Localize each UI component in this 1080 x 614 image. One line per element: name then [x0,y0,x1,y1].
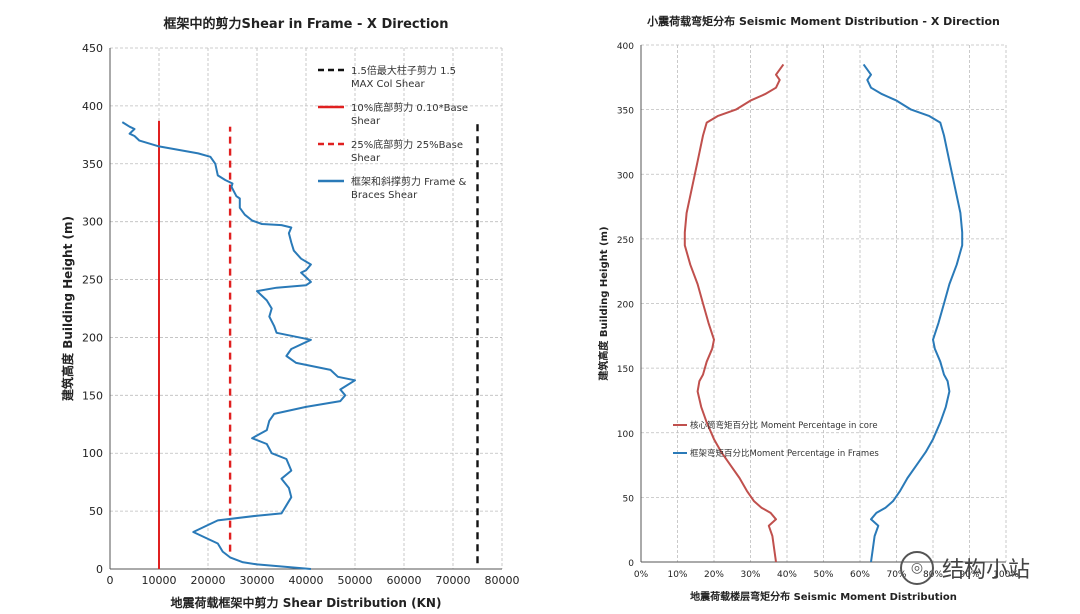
x-tick-label: 70% [886,570,906,580]
y-tick-label: 450 [82,42,103,55]
x-tick-label: 80000 [485,574,520,587]
legend-label: Braces Shear [351,190,418,201]
y-tick-label: 0 [96,563,103,576]
x-tick-label: 20% [704,570,724,580]
y-tick-label: 150 [82,389,103,402]
y-tick-label: 50 [623,494,635,504]
series-line-right-0 [683,63,785,563]
chart-right [640,44,1007,563]
x-tick-label: 70000 [436,574,471,587]
legend-label: Shear [351,153,381,164]
y-tick-label: 200 [82,331,103,344]
y-tick-label: 300 [617,171,634,181]
x-tick-label: 30% [740,570,760,580]
chart-title: 框架中的剪力Shear in Frame - X Direction [163,16,448,32]
y-tick-label: 200 [617,301,634,311]
y-tick-label: 350 [82,158,103,171]
x-tick-label: 100% [993,570,1019,580]
legend-label: 1.5倍最大柱子剪力 1.5 [351,64,456,77]
x-tick-label: 50% [813,570,833,580]
legend-label: MAX Col Shear [351,79,426,90]
y-tick-label: 150 [617,365,634,375]
chart-title: 小震荷载弯矩分布 Seismic Moment Distribution - X… [646,14,1000,28]
y-tick-label: 100 [82,447,103,460]
series-line-left-3 [121,121,356,570]
x-tick-label: 0 [107,574,114,587]
x-tick-label: 60% [850,570,870,580]
y-tick-label: 0 [628,559,634,569]
series-line-right-1 [862,63,964,563]
chart-left [109,47,503,570]
y-axis-label: 建筑高度 Building Height (m) [597,226,610,381]
x-tick-label: 0% [634,570,649,580]
legend-label: 核心筒弯矩百分比 Moment Percentage in core [690,420,878,431]
y-tick-label: 400 [82,100,103,113]
y-tick-label: 100 [617,430,634,440]
x-tick-label: 40000 [289,574,324,587]
x-tick-label: 50000 [338,574,373,587]
wechat-logo-icon: ◎ [900,551,934,585]
watermark: ◎ 结构小站 [900,550,1060,586]
x-tick-label: 10% [667,570,687,580]
legend-label: 10%底部剪力 0.10*Base [351,101,468,114]
legend-label: 框架和斜撑剪力 Frame & [351,175,467,188]
x-tick-label: 80% [923,570,943,580]
y-tick-label: 350 [617,107,634,117]
x-tick-label: 20000 [191,574,226,587]
legend-label: 框架弯矩百分比Moment Percentage in Frames [690,448,879,459]
y-tick-label: 250 [617,236,634,246]
y-axis-label: 建筑高度 Building Height (m) [60,216,75,402]
x-tick-label: 40% [777,570,797,580]
x-axis-label: 地震荷载框架中剪力 Shear Distribution (KN) [171,595,442,610]
x-tick-label: 10000 [142,574,177,587]
x-tick-label: 60000 [387,574,422,587]
y-tick-label: 250 [82,274,103,287]
x-tick-label: 90% [959,570,979,580]
legend-label: 25%底部剪力 25%Base [351,138,463,151]
watermark-text: 结构小站 [942,558,1031,583]
y-tick-label: 400 [617,42,634,52]
y-tick-label: 300 [82,216,103,229]
y-tick-label: 50 [89,505,103,518]
x-tick-label: 30000 [240,574,275,587]
x-axis-label: 地震荷载楼层弯矩分布 Seismic Moment Distribution [690,590,957,603]
legend-label: Shear [351,116,381,127]
